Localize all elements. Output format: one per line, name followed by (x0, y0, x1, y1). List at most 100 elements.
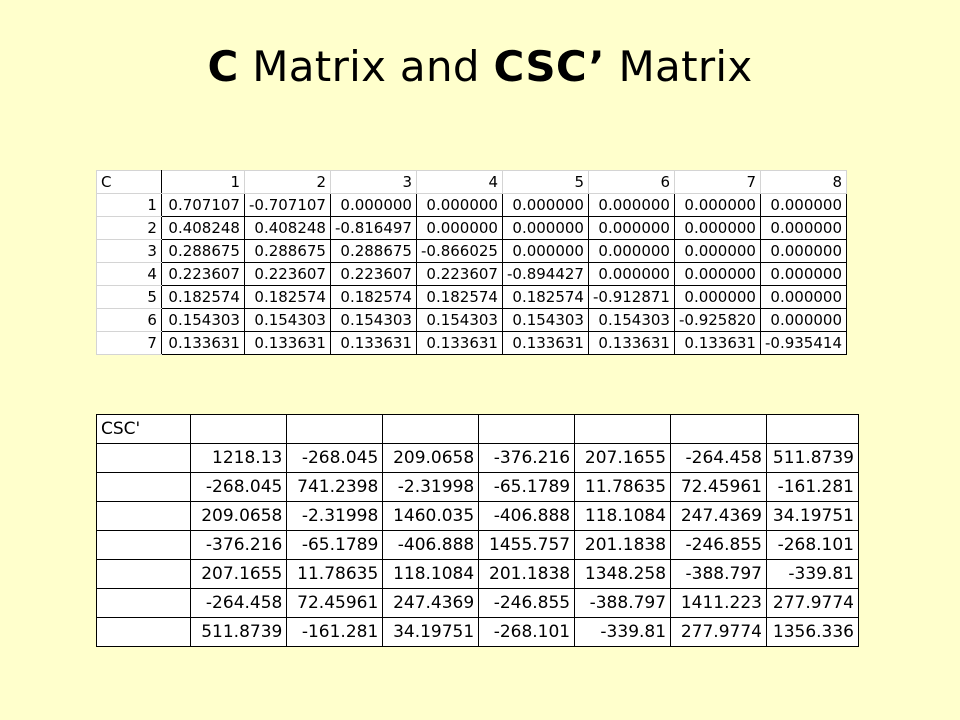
c-row-label: 4 (96, 262, 162, 286)
c-cell: -0.912871 (587, 285, 675, 309)
csc-cell: 277.9774 (670, 617, 767, 647)
csc-cell: 247.4369 (382, 588, 480, 618)
c-col-header: 6 (587, 170, 675, 194)
csc-cell: -2.31998 (382, 472, 480, 502)
csc-cell: -161.281 (286, 617, 384, 647)
c-cell: 0.408248 (160, 216, 245, 240)
c-cell: -0.866025 (415, 239, 503, 263)
c-cell: 0.133631 (160, 331, 245, 355)
csc-cell: 72.45961 (670, 472, 767, 502)
c-cell: 0.000000 (673, 239, 761, 263)
c-cell: 0.000000 (673, 216, 761, 240)
csc-table-row: 511.8739 -161.281 34.19751 -268.101 -339.81 2… (95, 617, 860, 647)
c-cell: 0.154303 (587, 308, 675, 332)
c-cell: -0.935414 (759, 331, 848, 355)
c-col-header: 8 (759, 170, 848, 194)
csc-cell: -376.216 (190, 530, 288, 560)
c-cell: 0.133631 (243, 331, 331, 355)
c-cell: 0.000000 (587, 216, 675, 240)
csc-empty-header-cell (574, 414, 672, 444)
c-cell: 0.223607 (329, 262, 417, 286)
csc-row-label (95, 559, 192, 589)
c-cell: 0.182574 (415, 285, 503, 309)
c-cell: 0.000000 (587, 262, 675, 286)
slide-title: C Matrix and CSC’ Matrix (0, 42, 960, 91)
c-cell: 0.707107 (160, 193, 245, 217)
c-cell: 0.288675 (243, 239, 331, 263)
csc-cell: -65.1789 (478, 472, 576, 502)
c-cell: 0.000000 (587, 239, 675, 263)
c-cell: 0.288675 (329, 239, 417, 263)
csc-cell: -268.045 (190, 472, 288, 502)
csc-cell: -264.458 (670, 443, 767, 473)
c-cell: 0.000000 (759, 239, 848, 263)
c-cell: -0.816497 (329, 216, 417, 240)
csc-cell: -246.855 (670, 530, 767, 560)
csc-cell: 511.8739 (190, 617, 288, 647)
c-table-row: 1 0.707107 -0.707107 0.000000 0.000000 0.0000… (96, 193, 848, 217)
csc-row-label (95, 530, 192, 560)
csc-row-label (95, 443, 192, 473)
c-cell: 0.288675 (160, 239, 245, 263)
c-cell: 0.000000 (759, 262, 848, 286)
csc-cell: -388.797 (670, 559, 767, 589)
csc-cell: 118.1084 (382, 559, 480, 589)
csc-cell: 118.1084 (574, 501, 672, 531)
c-cell: 0.182574 (243, 285, 331, 309)
c-table-row: 2 0.408248 0.408248 -0.816497 0.000000 0.0000… (96, 216, 848, 240)
c-cell: 0.133631 (329, 331, 417, 355)
csc-table-row: 209.0658 -2.31998 1460.035 -406.888 118.1084… (95, 501, 860, 531)
csc-cell: 247.4369 (670, 501, 767, 531)
csc-cell: 1348.258 (574, 559, 672, 589)
csc-cell: -264.458 (190, 588, 288, 618)
csc-empty-header-cell (382, 414, 480, 444)
csc-cell: -246.855 (478, 588, 576, 618)
c-row-label: 1 (96, 193, 162, 217)
csc-cell: -376.216 (478, 443, 576, 473)
c-cell: 0.182574 (501, 285, 589, 309)
c-col-header: 5 (501, 170, 589, 194)
csc-row-label (95, 472, 192, 502)
c-cell: 0.000000 (415, 193, 503, 217)
c-cell: 0.133631 (587, 331, 675, 355)
csc-table-row: -376.216 -65.1789 -406.888 1455.757 201.1838… (95, 530, 860, 560)
csc-cell: -161.281 (765, 472, 860, 502)
c-cell: 0.000000 (673, 285, 761, 309)
csc-cell: 201.1838 (478, 559, 576, 589)
csc-empty-header-cell (478, 414, 576, 444)
csc-cell: 511.8739 (765, 443, 860, 473)
c-cell: 0.000000 (329, 193, 417, 217)
c-cell: 0.000000 (501, 193, 589, 217)
csc-cell: 1460.035 (382, 501, 480, 531)
c-table-row: 4 0.223607 0.223607 0.223607 0.223607 -0.8944… (96, 262, 848, 286)
csc-cell: 34.19751 (382, 617, 480, 647)
csc-cell: 207.1655 (574, 443, 672, 473)
csc-cell: 207.1655 (190, 559, 288, 589)
csc-cell: -268.101 (765, 530, 860, 560)
csc-cell: 209.0658 (382, 443, 480, 473)
csc-empty-header-cell (765, 414, 860, 444)
c-table-row: 7 0.133631 0.133631 0.133631 0.133631 0.13363… (96, 331, 848, 355)
csc-cell: 72.45961 (286, 588, 384, 618)
csc-row-label (95, 617, 192, 647)
c-cell: 0.182574 (329, 285, 417, 309)
csc-table-row: 1218.13 -268.045 209.0658 -376.216 207.1655-… (95, 443, 860, 473)
csc-table-row: -264.458 72.45961 247.4369 -246.855 -388.797… (95, 588, 860, 618)
csc-cell: -406.888 (478, 501, 576, 531)
csc-empty-header-cell (190, 414, 288, 444)
c-row-label: 5 (96, 285, 162, 309)
c-cell: 0.000000 (759, 193, 848, 217)
c-cell: 0.000000 (415, 216, 503, 240)
csc-cell: -2.31998 (286, 501, 384, 531)
c-table-row: 3 0.288675 0.288675 0.288675 -0.866025 0.0000… (96, 239, 848, 263)
c-cell: 0.223607 (415, 262, 503, 286)
csc-cell: -406.888 (382, 530, 480, 560)
csc-header-row: CSC' (95, 414, 860, 444)
csc-table-row: -268.045 741.2398 -2.31998 -65.1789 11.78635… (95, 472, 860, 502)
c-cell: 0.133631 (415, 331, 503, 355)
csc-matrix-table: CSC' 1218.13 -268.045 209.0658 -376.216 207.1… (95, 414, 860, 647)
c-col-header: 2 (243, 170, 331, 194)
c-col-header: 1 (160, 170, 245, 194)
csc-corner-label: CSC' (95, 414, 192, 444)
